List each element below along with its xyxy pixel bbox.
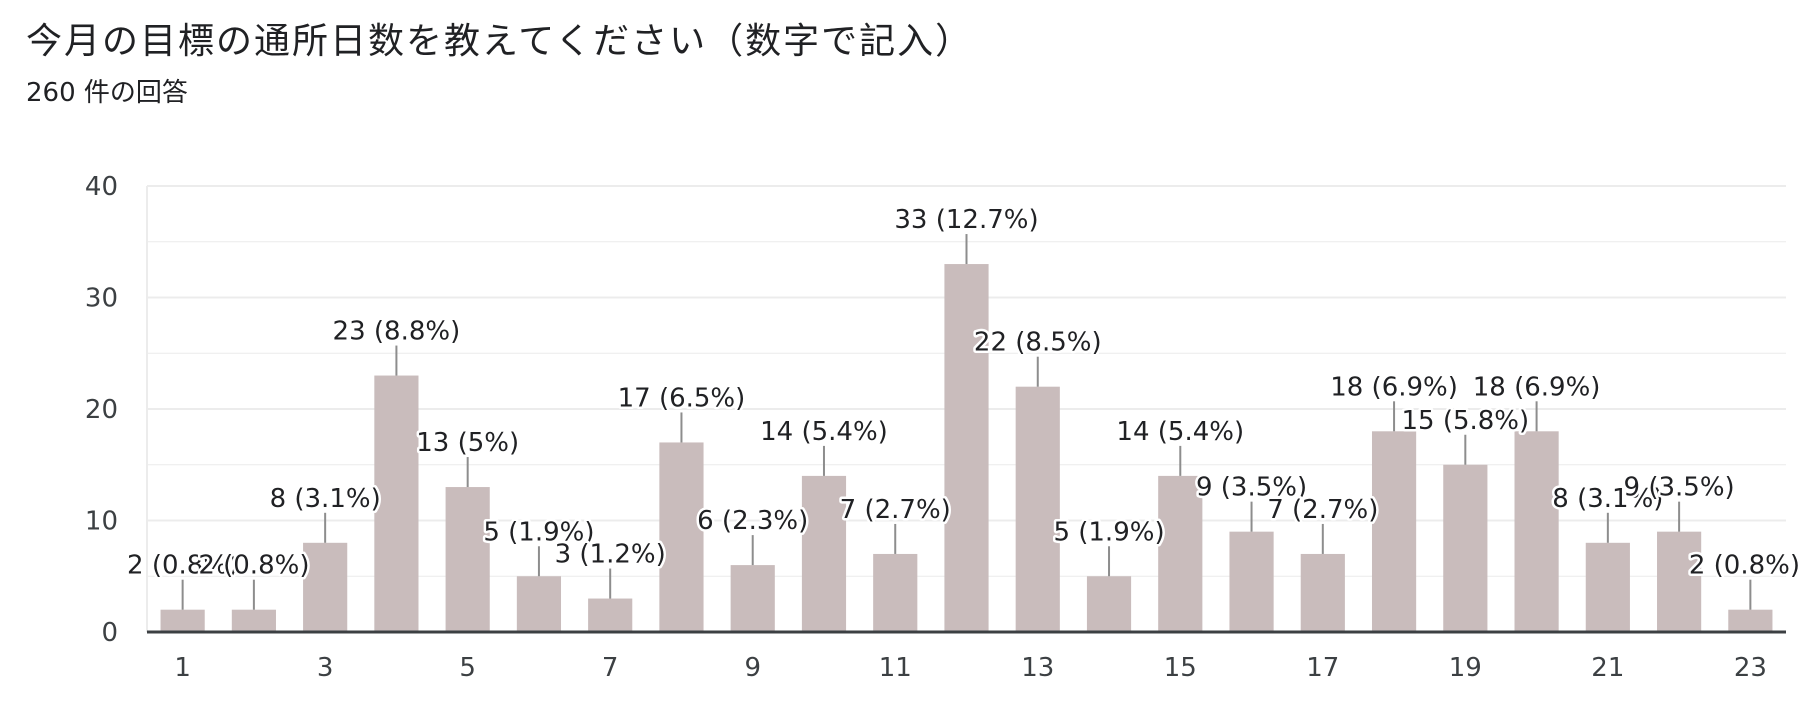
bar — [1443, 464, 1488, 632]
data-label: 18 (6.9%) — [1473, 372, 1601, 402]
bar — [1229, 531, 1274, 632]
bar — [231, 609, 276, 632]
y-tick-label: 10 — [85, 507, 118, 537]
bar — [1015, 386, 1060, 632]
y-axis-ticks: 0 10 20 30 40 — [85, 172, 118, 648]
x-tick-label: 11 — [879, 653, 912, 683]
x-tick-label: 5 — [459, 653, 476, 683]
bar — [1657, 531, 1702, 632]
bar — [588, 598, 633, 632]
data-label: 14 (5.4%) — [1116, 417, 1244, 447]
bar — [873, 553, 918, 632]
data-label: 33 (12.7%) — [894, 205, 1038, 235]
data-label: 9 (3.5%) — [1624, 473, 1735, 503]
data-label: 6 (2.3%) — [697, 506, 808, 536]
bar — [944, 264, 989, 632]
bar — [801, 475, 847, 632]
data-label: 18 (6.9%) — [1330, 372, 1458, 402]
y-tick-label: 0 — [101, 618, 118, 648]
chart-title: 今月の目標の通所日数を教えてください（数字で記入） — [26, 21, 974, 62]
data-label: 8 (3.1%) — [270, 484, 381, 514]
bar — [374, 375, 419, 632]
bar — [1371, 431, 1417, 632]
bar — [1728, 609, 1773, 632]
bar — [303, 542, 348, 632]
x-tick-label: 15 — [1164, 653, 1197, 683]
x-tick-label: 1 — [174, 653, 191, 683]
data-label: 17 (6.5%) — [618, 383, 746, 413]
y-tick-label: 40 — [85, 172, 118, 202]
bar — [516, 576, 562, 632]
data-label: 7 (2.7%) — [1267, 495, 1378, 525]
data-label: 2 (0.8%) — [198, 551, 309, 581]
data-label: 13 (5%) — [416, 428, 519, 458]
bar — [160, 609, 205, 632]
data-label: 2 (0.8%) — [127, 551, 238, 581]
bars — [160, 264, 1773, 632]
data-label: 2 (0.8%) — [1689, 551, 1800, 581]
x-tick-label: 7 — [602, 653, 619, 683]
bar — [1585, 542, 1630, 632]
data-label: 9 (3.5%) — [1196, 473, 1307, 503]
bar — [1086, 576, 1132, 632]
data-labels: 2 (0.8%)2 (0.8%)8 (3.1%)23 (8.8%)13 (5%)… — [125, 203, 1803, 584]
bar — [1300, 553, 1345, 632]
data-label: 7 (2.7%) — [840, 495, 951, 525]
bar — [445, 487, 490, 632]
data-label-leaders — [181, 234, 1752, 610]
bar — [730, 565, 775, 632]
x-tick-label: 23 — [1734, 653, 1767, 683]
x-tick-label: 17 — [1306, 653, 1339, 683]
data-label: 3 (1.2%) — [555, 540, 666, 570]
data-label: 15 (5.8%) — [1401, 406, 1529, 436]
x-tick-label: 19 — [1449, 653, 1482, 683]
bar — [659, 442, 704, 632]
x-axis-ticks: 1 3 5 7 9 11 13 15 17 19 21 23 — [174, 653, 1767, 683]
data-label: 23 (8.8%) — [333, 317, 461, 347]
data-label: 5 (1.9%) — [483, 517, 594, 547]
data-label: 8 (3.1%) — [1552, 484, 1663, 514]
bar — [1514, 431, 1559, 632]
x-tick-label: 13 — [1021, 653, 1054, 683]
data-label: 22 (8.5%) — [974, 328, 1102, 358]
data-label: 5 (1.9%) — [1053, 517, 1164, 547]
x-tick-label: 3 — [317, 653, 334, 683]
bar — [1158, 475, 1203, 632]
x-tick-label: 9 — [744, 653, 761, 683]
response-count: 260 件の回答 — [26, 78, 188, 108]
x-tick-label: 21 — [1591, 653, 1624, 683]
y-tick-label: 30 — [85, 284, 118, 314]
y-tick-label: 20 — [85, 395, 118, 425]
data-label: 14 (5.4%) — [760, 417, 888, 447]
